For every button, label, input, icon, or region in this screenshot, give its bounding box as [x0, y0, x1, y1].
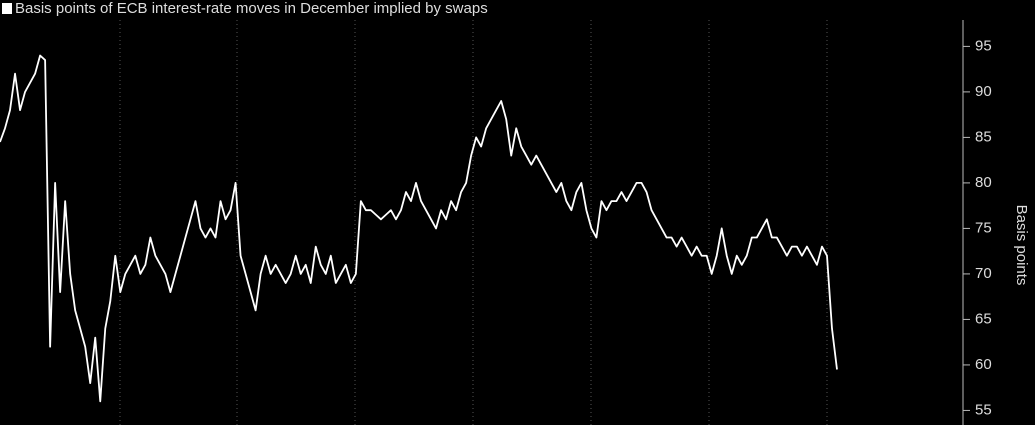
- vertical-grid: [119, 20, 828, 425]
- y-tick-label: 85: [975, 128, 992, 145]
- y-tick-label: 60: [975, 356, 992, 373]
- y-tick-label: 75: [975, 219, 992, 236]
- y-tick-label: 55: [975, 401, 992, 418]
- y-tick-label: 95: [975, 37, 992, 54]
- y-tick-label: 90: [975, 83, 992, 100]
- y-tick-label: 65: [975, 310, 992, 327]
- y-tick-label: 80: [975, 174, 992, 191]
- data-line: [0, 54, 838, 403]
- y-axis-title: Basis points: [1013, 205, 1030, 286]
- legend-label: Basis points of ECB interest-rate moves …: [15, 0, 488, 17]
- legend-swatch: [2, 3, 12, 14]
- y-tick-label: 70: [975, 265, 992, 282]
